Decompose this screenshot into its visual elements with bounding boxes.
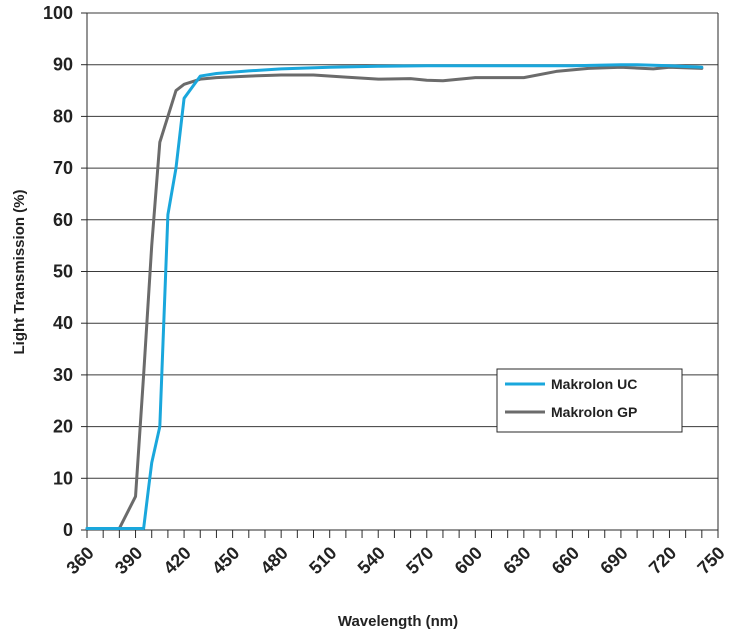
legend: Makrolon UC Makrolon GP — [496, 368, 683, 433]
y-tick-label-20: 20 — [53, 417, 73, 437]
y-tick-label-60: 60 — [53, 210, 73, 230]
y-tick-label-80: 80 — [53, 106, 73, 126]
y-tick-label-40: 40 — [53, 313, 73, 333]
y-tick-label-70: 70 — [53, 158, 73, 178]
x-axis-title: Wavelength (nm) — [338, 613, 458, 630]
y-tick-label-30: 30 — [53, 365, 73, 385]
legend-label-makrolon-uc: Makrolon UC — [551, 376, 637, 392]
legend-label-makrolon-gp: Makrolon GP — [551, 404, 637, 420]
y-tick-label-0: 0 — [63, 520, 73, 540]
y-tick-label-10: 10 — [53, 468, 73, 488]
y-tick-label-90: 90 — [53, 55, 73, 75]
y-tick-label-50: 50 — [53, 262, 73, 282]
axis-layer — [81, 12, 719, 538]
series-layer — [85, 63, 704, 530]
series-line-makrolon-uc — [85, 63, 704, 530]
y-axis-title: Light Transmission (%) — [11, 189, 28, 354]
y-tick-label-100: 100 — [43, 3, 73, 23]
series-line-makrolon-gp — [85, 65, 704, 530]
legend-box — [496, 368, 683, 433]
